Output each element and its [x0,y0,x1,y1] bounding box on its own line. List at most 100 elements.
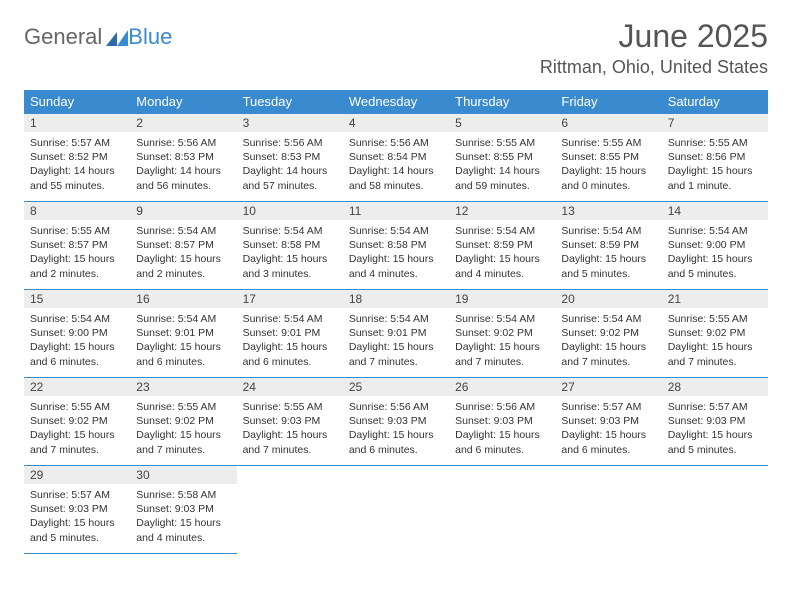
day-number: 11 [343,202,449,220]
calendar-cell-day-21: 21Sunrise: 5:55 AMSunset: 9:02 PMDayligh… [662,290,768,378]
calendar-cell-day-22: 22Sunrise: 5:55 AMSunset: 9:02 PMDayligh… [24,378,130,466]
daylight-line: Daylight: 14 hours and 55 minutes. [30,164,124,192]
day-details: Sunrise: 5:54 AMSunset: 9:02 PMDaylight:… [555,308,661,375]
day-details: Sunrise: 5:54 AMSunset: 8:59 PMDaylight:… [449,220,555,287]
sunset-line: Sunset: 9:01 PM [349,326,443,340]
day-details: Sunrise: 5:54 AMSunset: 8:57 PMDaylight:… [130,220,236,287]
sunset-line: Sunset: 9:02 PM [668,326,762,340]
sunrise-line: Sunrise: 5:55 AM [243,400,337,414]
sunrise-line: Sunrise: 5:54 AM [561,224,655,238]
day-details: Sunrise: 5:55 AMSunset: 9:02 PMDaylight:… [662,308,768,375]
sunrise-line: Sunrise: 5:55 AM [136,400,230,414]
daylight-line: Daylight: 15 hours and 6 minutes. [455,428,549,456]
day-details: Sunrise: 5:55 AMSunset: 8:57 PMDaylight:… [24,220,130,287]
sunrise-line: Sunrise: 5:57 AM [668,400,762,414]
sunrise-line: Sunrise: 5:55 AM [668,312,762,326]
day-details: Sunrise: 5:54 AMSunset: 9:01 PMDaylight:… [130,308,236,375]
sunset-line: Sunset: 8:58 PM [349,238,443,252]
daylight-line: Daylight: 15 hours and 7 minutes. [349,340,443,368]
day-number: 8 [24,202,130,220]
brand-word-2: Blue [128,24,172,50]
sunrise-line: Sunrise: 5:55 AM [30,224,124,238]
calendar-cell-day-11: 11Sunrise: 5:54 AMSunset: 8:58 PMDayligh… [343,202,449,290]
day-details: Sunrise: 5:57 AMSunset: 9:03 PMDaylight:… [24,484,130,551]
sunset-line: Sunset: 8:57 PM [30,238,124,252]
sunset-line: Sunset: 8:53 PM [136,150,230,164]
calendar-cell-day-14: 14Sunrise: 5:54 AMSunset: 9:00 PMDayligh… [662,202,768,290]
calendar-row: 15Sunrise: 5:54 AMSunset: 9:00 PMDayligh… [24,290,768,378]
day-number: 28 [662,378,768,396]
sunset-line: Sunset: 8:54 PM [349,150,443,164]
sunset-line: Sunset: 9:01 PM [243,326,337,340]
daylight-line: Daylight: 14 hours and 57 minutes. [243,164,337,192]
location-text: Rittman, Ohio, United States [540,57,768,78]
calendar-cell-day-16: 16Sunrise: 5:54 AMSunset: 9:01 PMDayligh… [130,290,236,378]
day-details: Sunrise: 5:55 AMSunset: 8:56 PMDaylight:… [662,132,768,199]
daylight-line: Daylight: 15 hours and 7 minutes. [30,428,124,456]
sunrise-line: Sunrise: 5:56 AM [349,400,443,414]
sunset-line: Sunset: 9:03 PM [561,414,655,428]
daylight-line: Daylight: 15 hours and 7 minutes. [561,340,655,368]
weekday-header-sunday: Sunday [24,90,130,114]
day-details: Sunrise: 5:54 AMSunset: 9:01 PMDaylight:… [237,308,343,375]
brand-word-1: General [24,24,102,50]
calendar-cell-day-15: 15Sunrise: 5:54 AMSunset: 9:00 PMDayligh… [24,290,130,378]
sunrise-line: Sunrise: 5:54 AM [243,312,337,326]
calendar-cell-day-3: 3Sunrise: 5:56 AMSunset: 8:53 PMDaylight… [237,114,343,202]
sunset-line: Sunset: 9:02 PM [30,414,124,428]
daylight-line: Daylight: 15 hours and 3 minutes. [243,252,337,280]
day-number: 5 [449,114,555,132]
calendar-table: SundayMondayTuesdayWednesdayThursdayFrid… [24,90,768,554]
calendar-row: 22Sunrise: 5:55 AMSunset: 9:02 PMDayligh… [24,378,768,466]
sunrise-line: Sunrise: 5:56 AM [243,136,337,150]
calendar-cell-empty [237,466,343,554]
daylight-line: Daylight: 15 hours and 6 minutes. [136,340,230,368]
calendar-cell-day-18: 18Sunrise: 5:54 AMSunset: 9:01 PMDayligh… [343,290,449,378]
sunrise-line: Sunrise: 5:57 AM [561,400,655,414]
sunset-line: Sunset: 8:55 PM [455,150,549,164]
day-details: Sunrise: 5:54 AMSunset: 9:00 PMDaylight:… [662,220,768,287]
weekday-header-tuesday: Tuesday [237,90,343,114]
day-number: 24 [237,378,343,396]
calendar-cell-day-20: 20Sunrise: 5:54 AMSunset: 9:02 PMDayligh… [555,290,661,378]
day-details: Sunrise: 5:56 AMSunset: 8:53 PMDaylight:… [130,132,236,199]
day-details: Sunrise: 5:55 AMSunset: 9:02 PMDaylight:… [130,396,236,463]
daylight-line: Daylight: 14 hours and 58 minutes. [349,164,443,192]
sunrise-line: Sunrise: 5:54 AM [136,312,230,326]
day-number: 4 [343,114,449,132]
sunset-line: Sunset: 9:03 PM [136,502,230,516]
title-block: June 2025 Rittman, Ohio, United States [540,18,768,78]
daylight-line: Daylight: 15 hours and 7 minutes. [243,428,337,456]
sunrise-line: Sunrise: 5:55 AM [561,136,655,150]
sunrise-line: Sunrise: 5:56 AM [455,400,549,414]
sunrise-line: Sunrise: 5:55 AM [668,136,762,150]
calendar-cell-day-26: 26Sunrise: 5:56 AMSunset: 9:03 PMDayligh… [449,378,555,466]
calendar-cell-day-28: 28Sunrise: 5:57 AMSunset: 9:03 PMDayligh… [662,378,768,466]
calendar-cell-day-8: 8Sunrise: 5:55 AMSunset: 8:57 PMDaylight… [24,202,130,290]
calendar-cell-day-1: 1Sunrise: 5:57 AMSunset: 8:52 PMDaylight… [24,114,130,202]
sunset-line: Sunset: 9:01 PM [136,326,230,340]
sunrise-line: Sunrise: 5:54 AM [243,224,337,238]
daylight-line: Daylight: 14 hours and 56 minutes. [136,164,230,192]
sunset-line: Sunset: 8:58 PM [243,238,337,252]
sunrise-line: Sunrise: 5:54 AM [455,312,549,326]
sunset-line: Sunset: 9:03 PM [455,414,549,428]
calendar-cell-day-4: 4Sunrise: 5:56 AMSunset: 8:54 PMDaylight… [343,114,449,202]
daylight-line: Daylight: 15 hours and 5 minutes. [668,252,762,280]
sunset-line: Sunset: 9:02 PM [561,326,655,340]
day-number: 14 [662,202,768,220]
sunrise-line: Sunrise: 5:54 AM [136,224,230,238]
sunrise-line: Sunrise: 5:54 AM [349,224,443,238]
day-number: 17 [237,290,343,308]
sunrise-line: Sunrise: 5:57 AM [30,136,124,150]
daylight-line: Daylight: 15 hours and 6 minutes. [561,428,655,456]
calendar-body: 1Sunrise: 5:57 AMSunset: 8:52 PMDaylight… [24,114,768,554]
day-number: 18 [343,290,449,308]
day-details: Sunrise: 5:57 AMSunset: 9:03 PMDaylight:… [555,396,661,463]
calendar-cell-empty [343,466,449,554]
sunset-line: Sunset: 8:56 PM [668,150,762,164]
sunrise-line: Sunrise: 5:54 AM [668,224,762,238]
day-number: 27 [555,378,661,396]
day-details: Sunrise: 5:54 AMSunset: 9:00 PMDaylight:… [24,308,130,375]
day-number: 6 [555,114,661,132]
